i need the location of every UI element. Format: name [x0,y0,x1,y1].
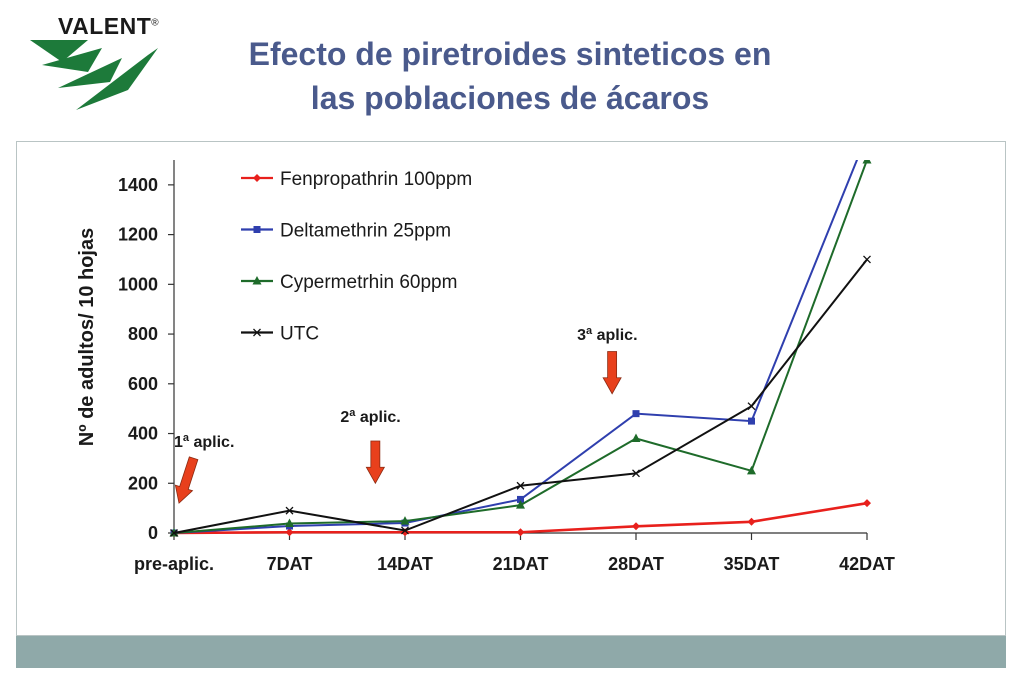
annotations: 1a aplic.2a aplic.3a aplic. [174,325,638,504]
legend-entry: Cypermetrhin 60ppm [280,272,457,293]
data-point [747,517,756,526]
series-lines [169,160,872,537]
series-1 [170,160,859,537]
data-point [285,506,294,515]
y-tick-label: 0 [148,523,158,543]
title-line-2: las poblaciones de ácaros [310,80,710,116]
application-arrow-icon [174,456,199,504]
y-tick-label: 400 [128,424,158,444]
x-tick-label: 35DAT [724,554,780,574]
data-point [516,500,525,509]
y-axis-label: Nº de adultos/ 10 hojas [76,228,98,446]
annotation-label: 3a aplic. [577,325,637,344]
x-tick-label: 21DAT [493,554,549,574]
data-point [285,518,294,528]
annotation-number: 1 [174,434,183,451]
annotation-label: 2a aplic. [340,407,400,426]
x-tick-label: 28DAT [608,554,664,574]
annotation-number: 2 [340,409,349,426]
page-title: Efecto de piretroides sinteticos en las … [190,32,830,120]
legend-marker [253,226,261,233]
application-arrow-icon [365,440,386,485]
y-tick-label: 600 [128,374,158,394]
valent-logo [30,40,158,110]
application-arrow-icon [602,351,622,395]
data-point [516,481,525,490]
legend-marker [252,276,262,285]
annotation-suffix: aplic. [189,434,234,451]
annotation-suffix: aplic. [355,409,400,426]
series-3 [170,255,871,537]
data-point [632,522,640,531]
annotation-number: 3 [577,327,586,344]
data-point [747,402,756,411]
title-line-1: Efecto de piretroides sinteticos en [248,36,772,72]
annotation-sup: a [349,407,356,419]
data-point [632,410,640,418]
annotation-suffix: aplic. [592,327,637,344]
chart-frame [16,141,1006,636]
x-tick-label: 7DAT [267,554,313,574]
x-tick-label: 42DAT [839,554,895,574]
y-tick-label: 1400 [118,175,158,195]
legend-entry: Fenpropathrin 100ppm [280,169,472,190]
series-2 [169,160,872,537]
annotation-label: 1a aplic. [174,432,234,451]
chart-legend: Fenpropathrin 100ppm Deltamethrin 25ppm Cy… [241,169,472,345]
data-point [862,160,872,164]
data-point [863,499,871,508]
y-tick-label: 200 [128,473,158,493]
data-point [631,433,641,443]
chart-axes: 0 200 400 600 800 1000 1200 1400 pre-aplic. 7DAT 1… [76,160,895,574]
data-point [632,469,640,478]
data-point [748,417,755,425]
annotation-sup: a [586,325,593,337]
legend-marker [253,174,261,182]
data-point [400,516,410,525]
data-point [517,495,524,503]
series-line [173,160,859,534]
data-point [516,528,525,537]
legend-entry: Deltamethrin 25ppm [280,221,451,242]
x-tick-label: 14DAT [377,554,433,574]
series-line [173,258,868,534]
data-point [863,255,871,264]
y-tick-label: 800 [128,324,158,344]
annotation-sup: a [183,432,190,444]
logo-text: VALENT® [58,13,160,39]
legend-marker [253,328,261,337]
data-point [747,465,756,475]
x-tick-label: pre-aplic. [134,554,214,574]
legend-entry: UTC [280,324,319,345]
data-point [285,528,294,537]
footer-bar [16,636,1006,668]
y-tick-label: 1000 [118,274,158,294]
y-tick-label: 1200 [118,225,158,245]
series-line [173,160,868,534]
data-point [170,529,178,537]
data-point [401,526,409,535]
